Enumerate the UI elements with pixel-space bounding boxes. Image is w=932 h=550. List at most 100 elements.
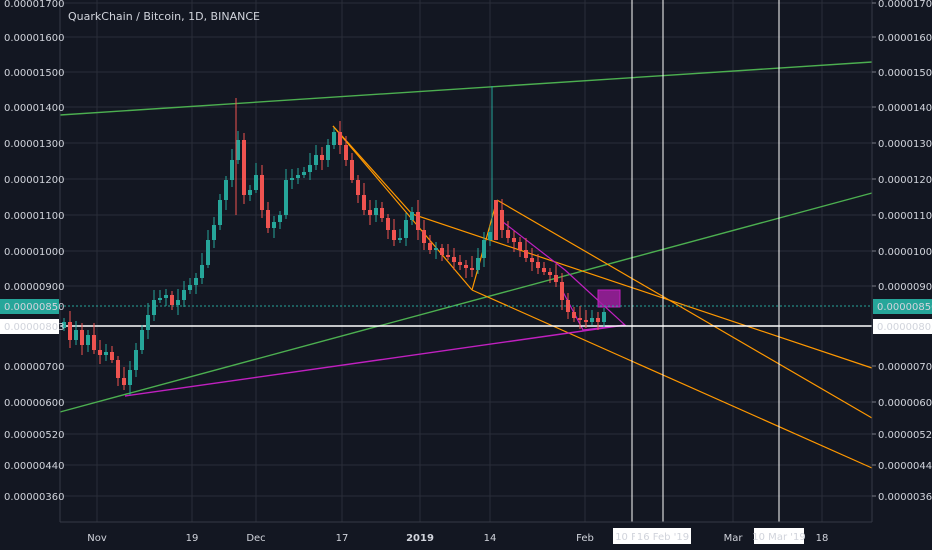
current-price-badge-bg (873, 299, 932, 314)
triangle-support-line (124, 324, 626, 397)
candle-body (446, 255, 450, 257)
line-price-badge-left-text: 0.00000803 (4, 322, 64, 333)
candle-body (98, 350, 102, 355)
y-tick-label-left: 0.00001500 (4, 68, 64, 79)
x-tick-label: Nov (87, 533, 107, 544)
candle-body (464, 265, 468, 268)
y-tick-label-right: 0.00001300 (878, 139, 932, 150)
candle-body (518, 242, 522, 250)
channel-mid-line (496, 199, 873, 419)
candle-body (68, 322, 72, 340)
candle-body (368, 210, 372, 215)
current-price-badge-left: 0.00000850 (0, 299, 64, 314)
x-tick-label: 2019 (406, 533, 434, 544)
candle-body (410, 212, 414, 220)
candle-body (422, 230, 426, 243)
candle-body (164, 295, 168, 298)
candle-body (302, 172, 306, 175)
candle-body (146, 315, 150, 330)
candle-body (596, 318, 600, 322)
candle-body (86, 335, 90, 345)
x-tick-label: 14 (484, 533, 497, 544)
y-tick-label-left: 0.00001600 (4, 33, 64, 44)
y-tick-label-left: 0.00000700 (4, 362, 64, 373)
candle-body (110, 352, 114, 360)
y-tick-label-left: 0.00001700 (4, 0, 64, 10)
candle-body (386, 218, 390, 230)
candle-body (344, 145, 348, 160)
candle-body (176, 300, 180, 305)
y-tick-label-right: 0.00000360 (878, 492, 932, 503)
candle-body (488, 232, 492, 240)
y-tick-label-left: 0.00000520 (4, 430, 64, 441)
candle-body (80, 330, 84, 345)
y-tick-label-right: 0.00000520 (878, 430, 932, 441)
lower-trendline (59, 192, 873, 413)
candle-body (158, 298, 162, 300)
candle-body (290, 178, 294, 180)
y-tick-label-right: 0.00001500 (878, 68, 932, 79)
candle-body (524, 250, 528, 258)
y-tick-label-right: 0.00000440 (878, 461, 932, 472)
highlight-box (597, 289, 621, 308)
candle-body (296, 175, 300, 178)
date-marker-badge-text: 10 Feb (615, 532, 649, 543)
candle-body (224, 180, 228, 200)
candle-body (380, 208, 384, 218)
candle-body (566, 300, 570, 312)
candle-body (440, 248, 444, 255)
candle-body (356, 180, 360, 195)
y-tick-label-right: 0.00001100 (878, 211, 932, 222)
candle-body (560, 282, 564, 300)
candle-body (62, 322, 66, 328)
y-tick-label-right: 0.00000700 (878, 362, 932, 373)
candle-body (476, 258, 480, 270)
candle-body (452, 257, 456, 262)
candle-body (404, 220, 408, 238)
candle-body (590, 318, 594, 322)
candle-body (578, 318, 582, 320)
candle-body (248, 190, 252, 195)
candle-body (188, 285, 192, 290)
y-tick-label-left: 0.00001100 (4, 211, 64, 222)
y-tick-label-left: 0.00000600 (4, 398, 64, 409)
y-tick-label-left: 0.00001400 (4, 103, 64, 114)
candle-body (362, 195, 366, 210)
candle-body (602, 312, 606, 322)
y-tick-label-right: 0.00001700 (878, 0, 932, 10)
y-tick-label-left: 0.00001300 (4, 139, 64, 150)
candle-body (242, 140, 246, 195)
candle-body (200, 265, 204, 278)
candle-body (170, 295, 174, 305)
candle-body (458, 262, 462, 265)
candle-body (134, 350, 138, 370)
candle-body (122, 378, 126, 385)
date-marker-badge: 10 Mar '19 (752, 528, 806, 544)
x-tick-label: Dec (246, 533, 265, 544)
candle-body (104, 352, 108, 355)
y-tick-label-left: 0.00000440 (4, 461, 64, 472)
candle-body (572, 312, 576, 318)
candle-body (512, 238, 516, 242)
candle-body (92, 335, 96, 350)
candle-body (434, 248, 438, 250)
candle-body (536, 262, 540, 268)
candle-body (500, 210, 504, 230)
y-tick-label-right: 0.00001200 (878, 175, 932, 186)
candle-body (74, 330, 78, 340)
candle-body (260, 175, 264, 210)
x-tick-label: Mar (724, 533, 744, 544)
y-tick-label-right: 0.00001600 (878, 33, 932, 44)
candle-body (266, 210, 270, 228)
candle-body (194, 278, 198, 285)
y-tick-label-right: 0.00001000 (878, 247, 932, 258)
date-marker-badge-bg (754, 528, 804, 544)
candle-body (116, 360, 120, 378)
candle-body (338, 132, 342, 145)
candle-body (254, 175, 258, 190)
channel-descent-line (332, 125, 473, 291)
candle-body (470, 268, 474, 270)
